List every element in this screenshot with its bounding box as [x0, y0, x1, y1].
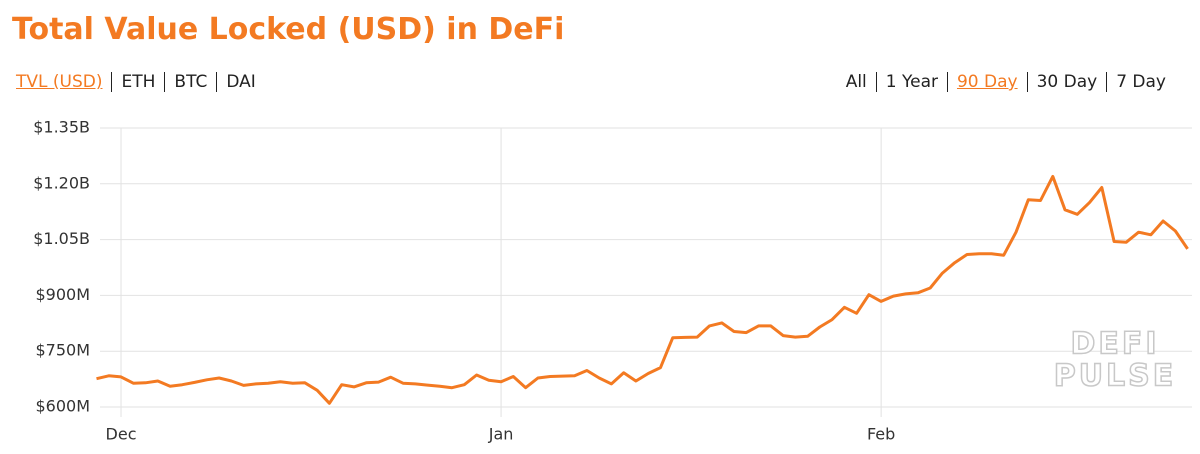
x-tick-label: Dec: [106, 425, 137, 444]
y-tick-label: $1.20B: [33, 173, 90, 192]
watermark: DEFI: [1070, 327, 1159, 362]
y-tick-label: $1.05B: [33, 229, 90, 248]
tab[interactable]: ETH: [111, 72, 164, 92]
y-tick-label: $600M: [35, 397, 90, 416]
tab[interactable]: 7 Day: [1106, 72, 1166, 92]
metric-tabs: TVL (USD) ETH BTC DAI: [16, 72, 256, 92]
x-tick-label: Jan: [488, 425, 514, 444]
line: [96, 174, 1189, 405]
tab[interactable]: 90 Day: [946, 72, 1027, 92]
y-tick-label: $750M: [35, 341, 90, 360]
tab[interactable]: All: [845, 72, 867, 92]
range-tabs: All 1 Year 90 Day 30 Day 7 Day: [846, 72, 1166, 92]
tab[interactable]: 1 Year: [875, 72, 947, 92]
x-tick-label: Feb: [867, 425, 895, 444]
tab[interactable]: BTC: [164, 72, 216, 92]
tab[interactable]: TVL (USD): [16, 72, 103, 92]
watermark: PULSE: [1054, 359, 1177, 394]
tab[interactable]: DAI: [216, 72, 256, 92]
chart-title: Total Value Locked (USD) in DeFi: [12, 12, 565, 47]
y-tick-label: $1.35B: [33, 118, 90, 137]
y-tick-label: $900M: [35, 285, 90, 304]
tab[interactable]: 30 Day: [1026, 72, 1107, 92]
